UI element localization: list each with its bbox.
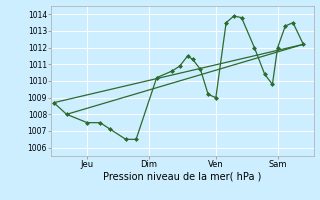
X-axis label: Pression niveau de la mer( hPa ): Pression niveau de la mer( hPa ) <box>103 172 261 182</box>
